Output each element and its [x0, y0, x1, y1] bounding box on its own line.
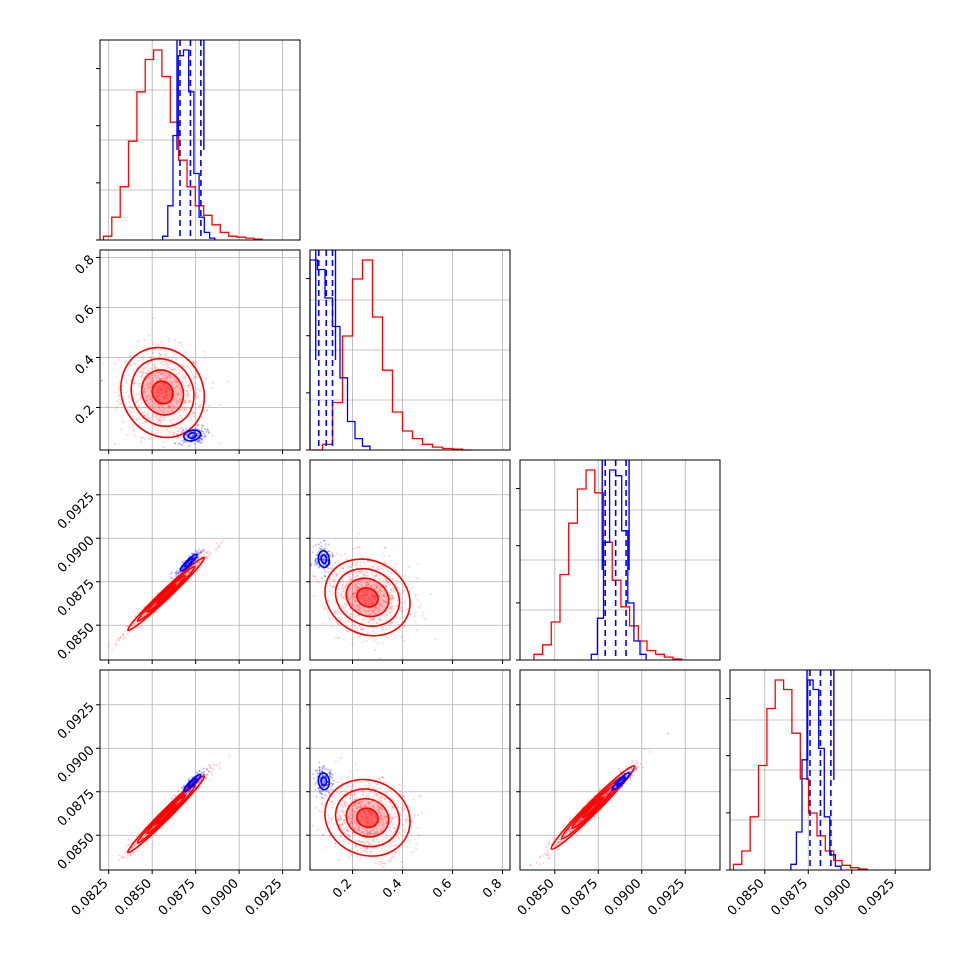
pair-0-3-grid: [100, 670, 300, 870]
pair-0-3-frame: [99, 669, 301, 871]
pair-1-2-red-contour: [334, 567, 401, 627]
y-tick-label: 0.0900: [55, 743, 98, 786]
pair-1-3-blue-points: [311, 761, 335, 805]
pair-1-2-red-contour: [324, 558, 411, 637]
pair-1-3-red-contour: [324, 778, 411, 857]
pair-0-2-red-density-core: [156, 584, 176, 604]
pair-2-3-red-contour: [581, 796, 605, 819]
y-tick-label: 0.6: [72, 303, 97, 328]
pair-1-2-red-contour: [356, 587, 379, 608]
pair-0-2-grid: [100, 460, 300, 660]
pair-2-3-grid: [520, 670, 720, 870]
pair-1-2-red-contour: [345, 577, 390, 618]
marginal-red-histogram: [102, 49, 263, 240]
y-tick-label: 0.0850: [55, 830, 98, 873]
pair-1-2-blue-contour: [320, 554, 328, 565]
pair-2-3-red-contour: [550, 764, 636, 850]
x-tick-label: 0.0875: [156, 876, 199, 919]
marginal-red-histogram: [533, 469, 683, 660]
pair-2-3-red-contour: [560, 775, 626, 840]
x-tick-label: 0.0900: [602, 876, 645, 919]
marginal-blue-histogram: [309, 259, 371, 450]
pair-0-2-red-contour: [146, 574, 187, 613]
x-tick-label: 0.0850: [112, 876, 155, 919]
pair-1-3-red-contour: [356, 807, 379, 829]
x-tick-label: 0.0925: [645, 876, 688, 919]
marginal-2-frame: [519, 459, 721, 661]
pair-2-3-red-density-core: [582, 796, 604, 818]
pair-1-2-frame: [309, 459, 511, 661]
pair-1-3-blue-contour: [317, 772, 331, 791]
pair-2-3-blue-contour: [615, 776, 626, 787]
marginal-1-frame: [309, 249, 511, 451]
pair-0-2-blue-contour: [179, 553, 198, 572]
pair-2-3-blue-contour: [611, 772, 631, 791]
y-tick-label: 0.0900: [55, 533, 98, 576]
pair-1-3-red-density-core: [356, 808, 379, 828]
pair-0-2-red-contour: [155, 583, 177, 604]
pair-0-1-frame: [99, 249, 301, 451]
y-tick-label: 0.0875: [55, 787, 98, 830]
y-tick-label: 0.0875: [55, 577, 98, 620]
pair-1-2-blue-contour: [317, 549, 331, 569]
marginal-3-frame: [729, 669, 931, 871]
marginal-red-histogram: [312, 259, 473, 451]
pair-0-1-red-contour: [151, 380, 174, 405]
x-tick-label: 0.0900: [199, 876, 242, 919]
pair-1-3-red-contour: [345, 797, 390, 838]
pair-0-3-red-contour: [136, 784, 196, 844]
x-tick-label: 0.8: [480, 876, 505, 901]
x-tick-label: 0.0925: [243, 876, 286, 919]
x-tick-label: 0.0900: [812, 876, 855, 919]
pair-0-2-red-contour: [127, 556, 206, 632]
y-tick-label: 0.0850: [55, 620, 98, 663]
marginal-blue-histogram: [590, 469, 647, 660]
pair-2-3-frame: [519, 669, 721, 871]
marginal-blue-histogram: [161, 49, 216, 240]
x-tick-label: 0.2: [330, 876, 355, 901]
pair-0-3-red-density-core: [156, 804, 176, 824]
pair-1-3-red-contour: [334, 788, 401, 848]
pair-0-2-blue-contour: [183, 557, 194, 568]
pair-0-3-red-contour: [127, 775, 206, 854]
pair-0-1-blue-contour: [187, 432, 198, 439]
pair-0-2-frame: [99, 459, 301, 661]
pair-0-3-red-contour: [146, 794, 187, 835]
y-tick-label: 0.4: [72, 353, 97, 378]
pair-0-3-blue-contour: [183, 773, 202, 793]
x-tick-label: 0.0850: [725, 876, 768, 919]
x-tick-label: 0.0875: [558, 876, 601, 919]
pair-0-1-red-density-core: [152, 381, 174, 404]
pair-1-2-grid: [310, 460, 510, 660]
x-tick-label: 0.0875: [768, 876, 811, 919]
pair-1-3-blue-contour: [320, 776, 328, 787]
pair-0-3-red-contour: [155, 803, 177, 825]
y-tick-label: 0.2: [72, 403, 97, 428]
x-tick-label: 0.4: [380, 876, 405, 901]
pair-1-2-red-density: [346, 578, 389, 617]
marginal-red-histogram: [732, 679, 868, 870]
x-tick-label: 0.0825: [69, 876, 112, 919]
y-tick-label: 0.0925: [55, 490, 98, 533]
y-tick-label: 0.8: [72, 253, 97, 278]
pair-1-2-red-density-core: [356, 587, 379, 607]
pair-0-1-red-density: [141, 370, 184, 415]
pair-1-3-red-density: [346, 798, 389, 837]
y-tick-label: 0.0925: [55, 700, 98, 743]
pair-0-1-grid: [100, 250, 300, 450]
pair-0-1-red-contour: [130, 357, 195, 428]
marginal-blue-histogram: [790, 679, 842, 870]
marginal-0-frame: [99, 39, 301, 241]
pair-0-1-blue-contour: [183, 429, 202, 442]
pair-0-1-red-contour: [120, 346, 206, 439]
pair-1-3-grid: [310, 670, 510, 870]
pair-1-3-frame: [309, 669, 511, 871]
pair-0-3-blue-contour: [187, 777, 198, 789]
pair-0-1-red-contour: [140, 369, 185, 416]
pair-0-2-red-contour: [136, 565, 196, 623]
x-tick-label: 0.6: [430, 876, 455, 901]
x-tick-label: 0.0925: [855, 876, 898, 919]
x-tick-label: 0.0850: [515, 876, 558, 919]
